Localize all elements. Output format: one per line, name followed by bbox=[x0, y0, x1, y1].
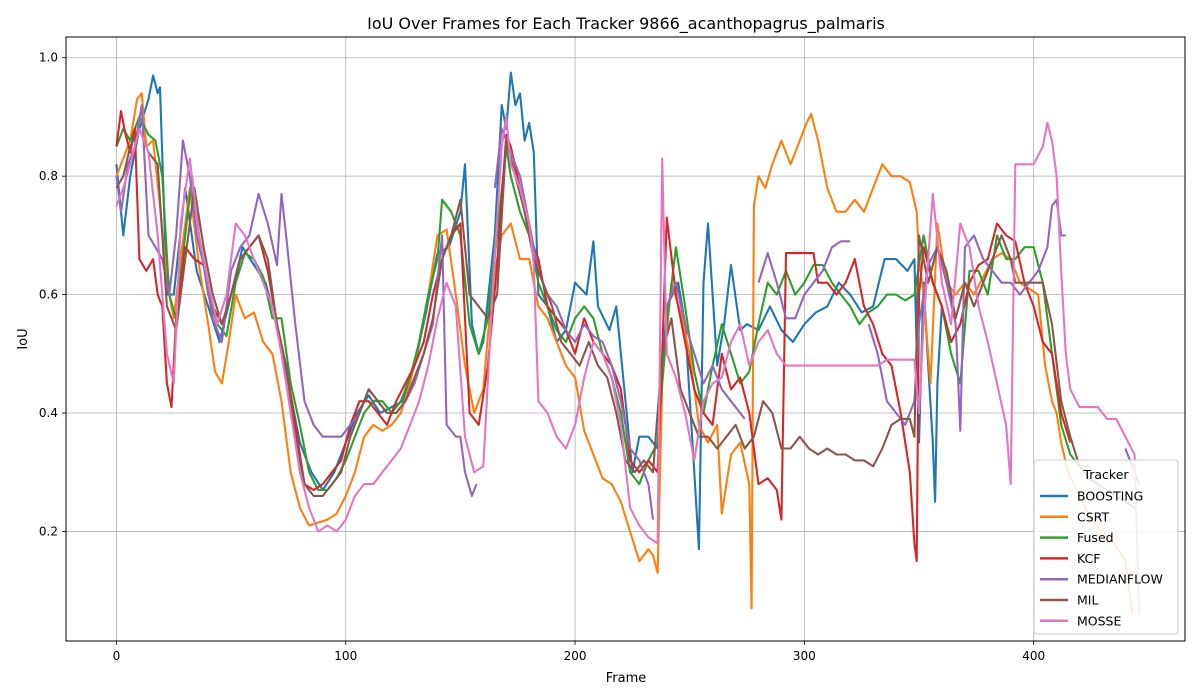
series-line-medianflow bbox=[115, 104, 1141, 520]
legend-label-medianflow: MEDIANFLOW bbox=[1077, 572, 1163, 587]
y-axis: 0.2 0.4 0.6 0.8 1.0 bbox=[39, 51, 66, 538]
series-group bbox=[115, 71, 1141, 615]
legend: Tracker BOOSTING CSRT Fused KCF MEDIANFLOW MI… bbox=[1033, 459, 1179, 635]
series-line-boosting bbox=[115, 71, 943, 551]
legend-box bbox=[1033, 459, 1179, 635]
legend-label-mil: MIL bbox=[1077, 593, 1098, 608]
legend-title: Tracker bbox=[1082, 467, 1129, 482]
series-line-mil bbox=[115, 127, 1136, 509]
y-tick-label: 0.2 bbox=[39, 524, 58, 538]
x-tick-label: 100 bbox=[334, 649, 357, 663]
legend-label-fused: Fused bbox=[1077, 530, 1114, 545]
x-tick-label: 200 bbox=[564, 649, 587, 663]
y-axis-label: IoU bbox=[16, 328, 31, 349]
legend-label-csrt: CSRT bbox=[1077, 509, 1109, 524]
x-tick-label: 300 bbox=[793, 649, 816, 663]
x-axis: 0 100 200 300 400 bbox=[113, 641, 1045, 663]
y-tick-label: 0.4 bbox=[39, 406, 58, 420]
grid bbox=[66, 37, 1185, 641]
series-line-csrt bbox=[115, 92, 1134, 615]
legend-label-boosting: BOOSTING bbox=[1077, 489, 1143, 504]
y-tick-label: 1.0 bbox=[39, 51, 58, 65]
series-line-fused bbox=[115, 115, 1089, 492]
legend-label-kcf: KCF bbox=[1077, 551, 1100, 566]
x-axis-label: Frame bbox=[606, 671, 647, 686]
chart-title: IoU Over Frames for Each Tracker 9866_ac… bbox=[367, 14, 885, 34]
x-tick-label: 400 bbox=[1022, 649, 1045, 663]
y-tick-label: 0.8 bbox=[39, 169, 58, 183]
legend-label-mosse: MOSSE bbox=[1077, 613, 1121, 628]
plot-frame bbox=[65, 36, 1186, 642]
y-tick-label: 0.6 bbox=[39, 288, 58, 302]
x-tick-label: 0 bbox=[113, 649, 121, 663]
series-line-mosse bbox=[115, 115, 1141, 615]
